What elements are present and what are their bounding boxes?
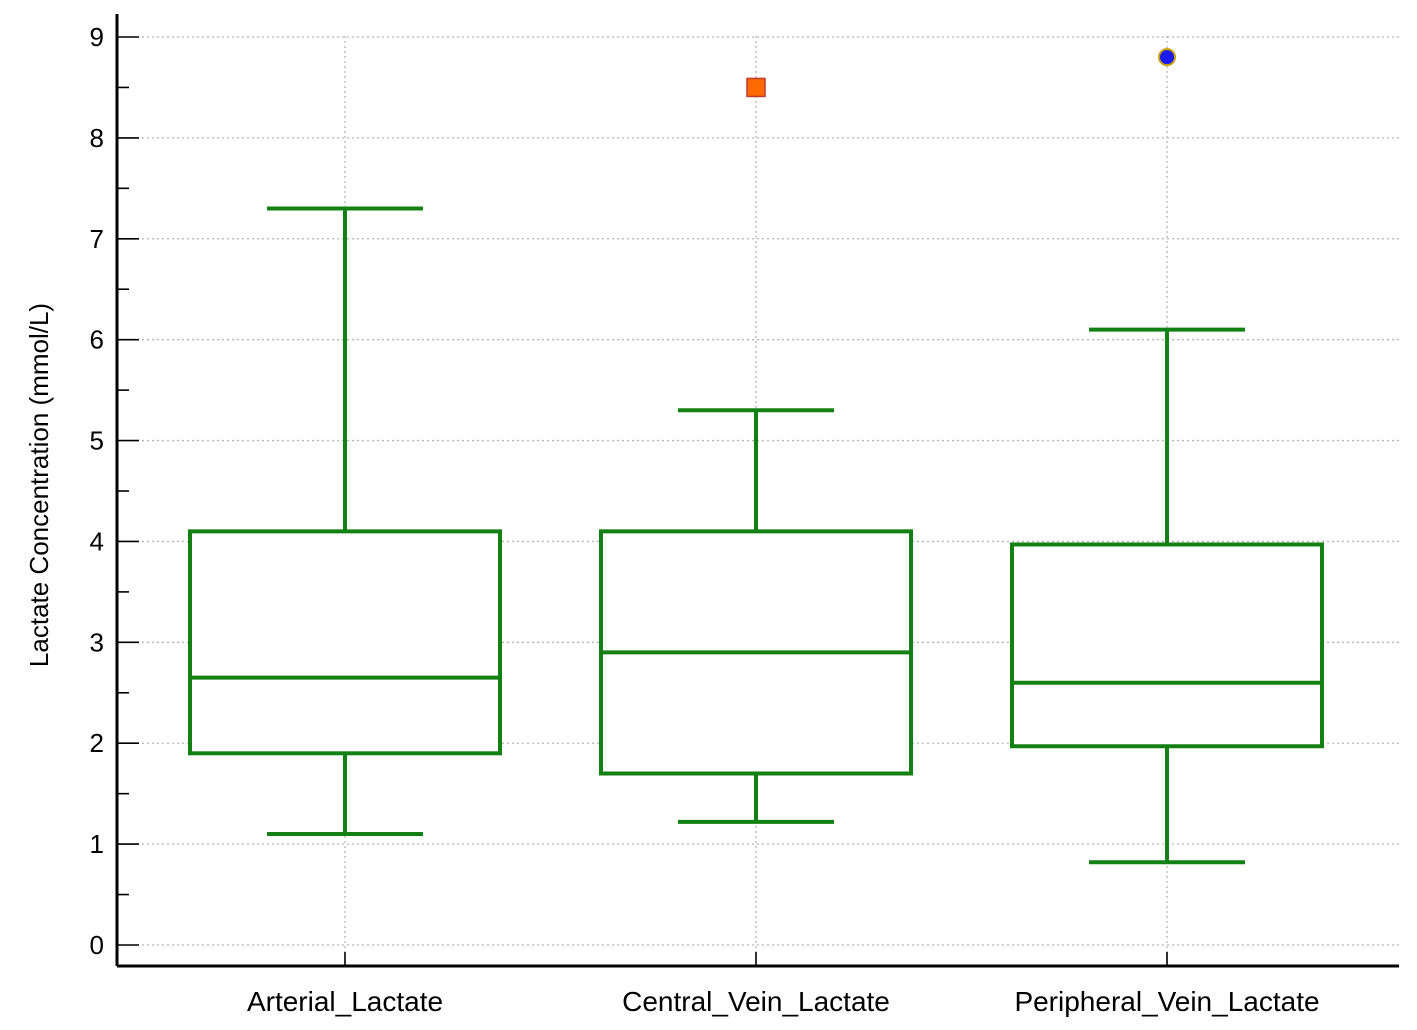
y-tick-label: 7 [90, 224, 104, 254]
x-category-label: Peripheral_Vein_Lactate [1014, 986, 1319, 1017]
outlier-square [746, 77, 766, 98]
x-category-label: Arterial_Lactate [247, 986, 443, 1017]
y-tick-label: 4 [90, 526, 104, 556]
y-tick-label: 2 [90, 728, 104, 758]
axes [115, 14, 1399, 968]
box-2 [599, 77, 913, 824]
iqr-box [1010, 542, 1324, 749]
box-3 [1010, 48, 1324, 865]
x-category-label: Central_Vein_Lactate [622, 986, 890, 1017]
y-tick-label: 8 [90, 123, 104, 153]
y-tick-label: 5 [90, 426, 104, 456]
y-tick-label: 1 [90, 829, 104, 859]
box-1 [188, 206, 502, 837]
y-tick-label: 9 [90, 22, 104, 52]
box-series [188, 48, 1324, 865]
outlier-circle [1158, 48, 1176, 67]
tick-labels: 0 1 2 3 4 5 6 7 8 9 Arterial_Lactate Central_Vein_L… [90, 22, 1320, 1017]
y-axis-title: Lactate Concentration (mmol/L) [24, 303, 54, 667]
iqr-box [188, 529, 502, 756]
y-tick-label: 6 [90, 325, 104, 355]
y-tick-label: 0 [90, 930, 104, 960]
y-tick-label: 3 [90, 627, 104, 657]
